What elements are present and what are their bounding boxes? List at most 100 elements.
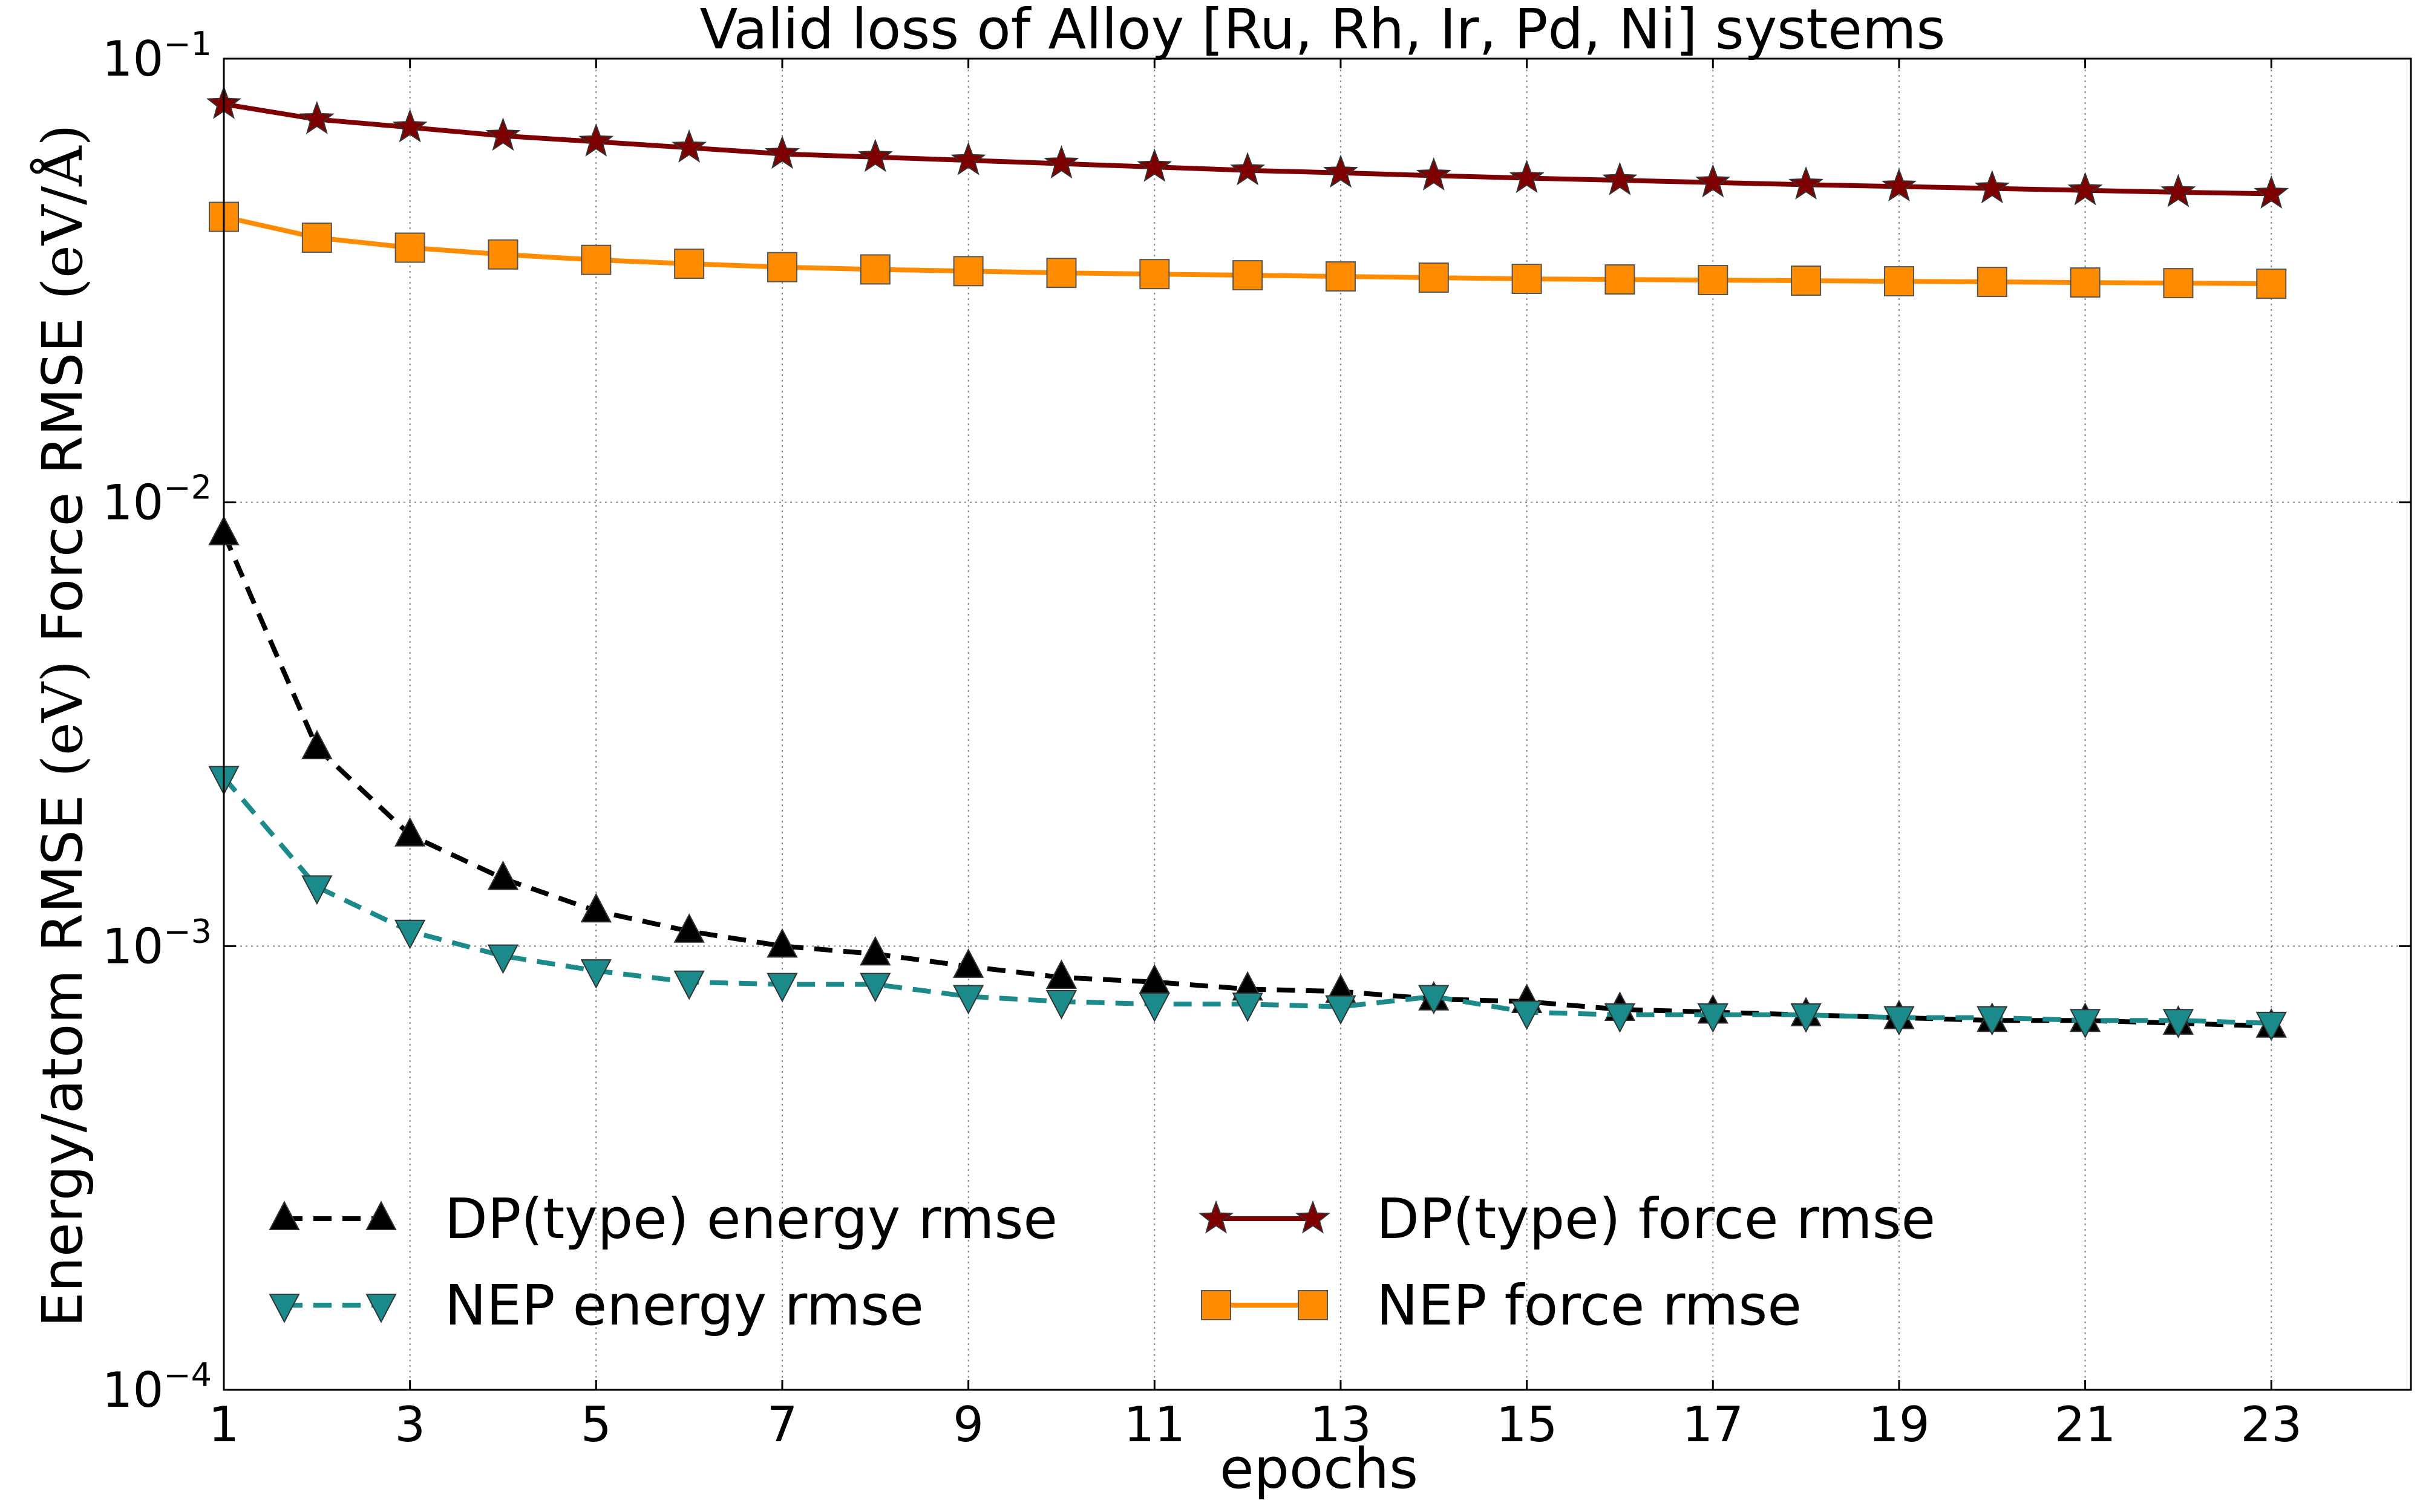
x-tick-label: 9 — [953, 1396, 984, 1453]
data-point — [1881, 168, 1917, 202]
data-point — [950, 142, 986, 175]
x-tick-label: 3 — [394, 1396, 425, 1453]
data-point — [1044, 145, 1079, 179]
data-point — [2163, 268, 2194, 299]
legend-marker — [365, 1294, 397, 1323]
data-point — [2160, 174, 2196, 207]
data-point — [2254, 175, 2289, 209]
data-point — [2256, 269, 2287, 299]
data-point — [1045, 989, 1078, 1020]
data-point — [301, 875, 333, 905]
legend-item: DP(type) force rmse — [1199, 1187, 1935, 1251]
data-point — [1791, 266, 1822, 296]
data-point — [1697, 1003, 1728, 1033]
data-point — [1416, 157, 1451, 191]
legend-label: DP(type) force rmse — [1376, 1187, 1935, 1251]
data-point — [301, 729, 333, 760]
y-tick-label: 10−4 — [102, 1356, 212, 1418]
data-point — [767, 252, 797, 282]
data-point — [1790, 1003, 1822, 1033]
data-point — [1604, 264, 1635, 295]
data-point — [1139, 992, 1170, 1023]
data-point — [767, 973, 798, 1003]
data-point — [1695, 164, 1731, 198]
data-point — [1139, 259, 1170, 290]
grid — [223, 59, 2411, 1390]
y-axis-label-unit-energy: (eV) — [30, 660, 95, 777]
data-point — [672, 129, 707, 163]
x-tick-label: 15 — [1496, 1396, 1558, 1453]
series-nep-energy-rmse — [208, 766, 2287, 1041]
data-point — [1137, 148, 1172, 182]
series-nep-force-rmse — [209, 201, 2287, 299]
data-point — [857, 138, 893, 172]
data-point — [392, 109, 428, 143]
y-tick-label: 10−3 — [102, 912, 212, 974]
data-point — [1977, 1006, 2008, 1036]
data-point — [860, 254, 891, 285]
data-point — [1974, 170, 2010, 204]
chart-title: Valid loss of Alloy [Ru, Rh, Ir, Pd, Ni]… — [700, 0, 1946, 62]
data-point — [1698, 265, 1728, 296]
data-point — [952, 948, 984, 978]
data-point — [487, 944, 519, 974]
legend-label: NEP force rmse — [1376, 1273, 1802, 1338]
legend-marker — [1201, 1290, 1231, 1320]
x-axis-label: epochs — [1220, 1436, 1418, 1501]
data-point — [1418, 262, 1449, 293]
y-tick-label: 10−2 — [102, 469, 212, 531]
series-layer — [206, 85, 2289, 1041]
legend-item: NEP energy rmse — [269, 1273, 924, 1338]
legend-label: NEP energy rmse — [445, 1273, 924, 1338]
data-point — [578, 123, 614, 157]
data-point — [581, 244, 612, 275]
y-axis-label-prefix: Energy/atom RMSE — [30, 777, 95, 1328]
data-point — [1230, 152, 1266, 186]
data-point — [488, 239, 518, 270]
data-point — [2067, 172, 2103, 206]
data-point — [1602, 161, 1638, 195]
legend-item: NEP force rmse — [1201, 1273, 1802, 1338]
y-axis-label-middle: Force RMSE — [30, 300, 95, 660]
x-tick-label: 19 — [1868, 1396, 1930, 1453]
legend-marker — [1199, 1200, 1234, 1234]
data-point — [485, 117, 521, 151]
data-point — [394, 816, 426, 847]
data-point — [1325, 995, 1356, 1025]
data-point — [580, 959, 612, 989]
data-point — [767, 928, 798, 958]
data-point — [953, 256, 984, 287]
data-point — [2162, 1009, 2194, 1038]
data-point — [301, 222, 332, 253]
legend-marker — [1295, 1200, 1330, 1234]
data-point — [1509, 160, 1545, 194]
data-point — [2069, 1009, 2101, 1038]
data-point — [1977, 267, 2007, 298]
y-tick-label: 10−1 — [102, 25, 212, 87]
data-point — [1511, 1000, 1543, 1031]
legend-item: DP(type) energy rmse — [269, 1187, 1058, 1251]
data-point — [487, 860, 519, 890]
x-tick-label: 17 — [1682, 1396, 1744, 1453]
data-point — [674, 249, 705, 279]
plot-frame — [223, 57, 2412, 1391]
data-point — [580, 893, 612, 923]
data-point — [394, 232, 425, 263]
x-tick-label: 1 — [209, 1396, 240, 1453]
legend: DP(type) energy rmse NEP energy rmse DP(ty… — [269, 1187, 1935, 1338]
x-tick-label: 5 — [581, 1396, 612, 1453]
legend-marker — [1298, 1290, 1328, 1320]
data-point — [673, 970, 705, 1000]
series-dp-type-force-rmse — [206, 85, 2289, 209]
y-axis-label: Energy/atom RMSE (eV) Force RMSE (eV/Å) — [30, 124, 95, 1327]
data-point — [1883, 1006, 1915, 1036]
legend-marker — [269, 1201, 300, 1230]
data-point — [764, 135, 800, 169]
data-point — [860, 973, 891, 1003]
data-point — [1232, 260, 1263, 291]
data-point — [1883, 266, 1914, 297]
data-point — [860, 936, 891, 966]
y-axis-label-unit-force: (eV/Å) — [30, 124, 95, 299]
